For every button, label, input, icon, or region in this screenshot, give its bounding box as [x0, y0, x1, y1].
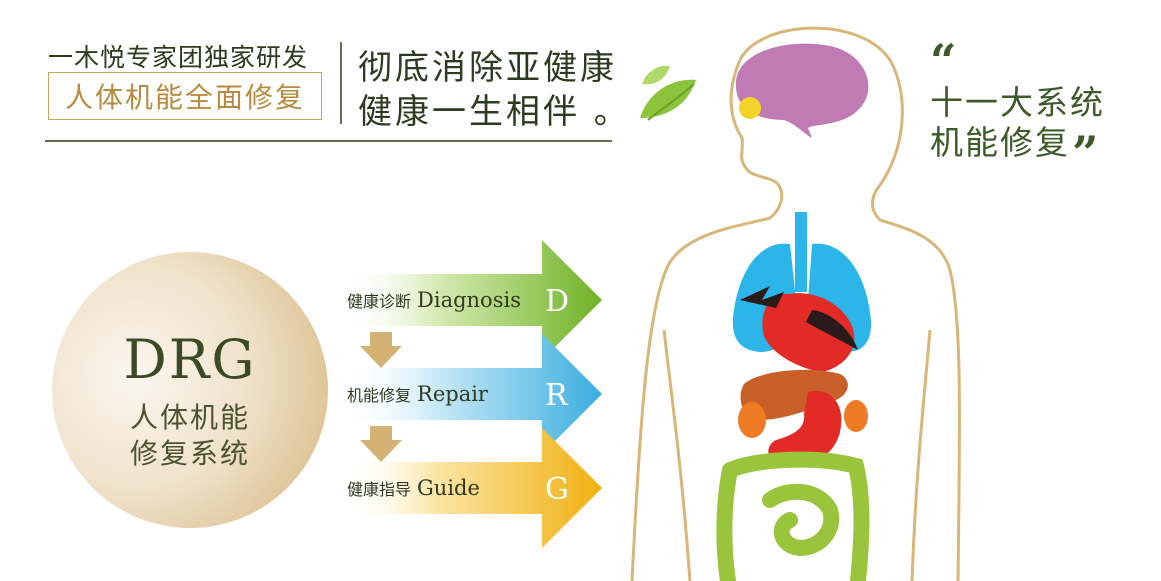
drg-circle-title: DRG [123, 328, 257, 391]
step-label-en: Diagnosis [417, 288, 521, 312]
step-label-guide: 健康指导 Guide [347, 476, 480, 500]
header-vertical-divider [340, 42, 342, 124]
intestine-organ [716, 451, 870, 581]
step-label-cn: 机能修复 [347, 386, 412, 405]
step-arrow-guide [345, 428, 602, 548]
stomach-organ [768, 390, 842, 467]
heart-organ [762, 293, 855, 372]
heart-vessels [740, 286, 858, 350]
step-label-repair: 机能修复 Repair [347, 382, 488, 406]
header-horizontal-rule [45, 140, 612, 142]
body-outline [738, 26, 962, 581]
down-arrow-icon [360, 332, 402, 368]
down-arrow-icon [360, 426, 402, 462]
step-label-en: Repair [417, 382, 488, 406]
step-letter-d: D [545, 284, 570, 319]
step-arrow-repair [345, 334, 602, 454]
quote-line-1: 十一大系统 [930, 83, 1105, 122]
slogan-line-2: 健康一生相伴 。 [358, 92, 631, 132]
pituitary-organ [739, 97, 761, 119]
drg-circle [52, 252, 328, 528]
step-label-en: Guide [417, 476, 480, 500]
drg-circle-line-1: 人体机能 [129, 401, 250, 434]
quote-close-mark: ” [1072, 126, 1099, 180]
header-subtitle: 一木悦专家团独家研发 [48, 43, 309, 72]
trachea-organ [795, 212, 807, 292]
quote-open-mark: “ [930, 34, 957, 88]
header-boxed-label: 人体机能全面修复 [48, 72, 322, 120]
quote-line-2: 机能修复 [930, 123, 1070, 162]
step-letter-g: G [545, 472, 569, 507]
drg-circle-line-2: 修复系统 [129, 437, 250, 470]
step-label-cn: 健康诊断 [347, 292, 412, 311]
kidney-organ [738, 402, 766, 438]
kidney-organ [844, 400, 868, 432]
liver-organ [740, 369, 848, 420]
step-label-cn: 健康指导 [347, 480, 412, 499]
step-letter-r: R [545, 378, 568, 413]
step-label-diagnosis: 健康诊断 Diagnosis [347, 288, 521, 312]
slogan-line-1: 彻底消除亚健康 [358, 48, 617, 88]
brain-organ [735, 43, 869, 138]
step-arrow-diagnosis [345, 240, 602, 360]
